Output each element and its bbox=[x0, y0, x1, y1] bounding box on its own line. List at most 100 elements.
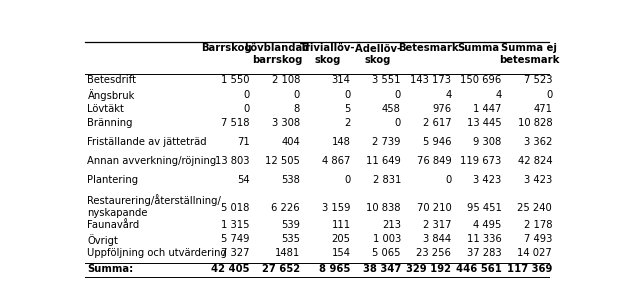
Text: Barrskog: Barrskog bbox=[201, 43, 252, 54]
Text: 25 240: 25 240 bbox=[517, 203, 552, 213]
Text: 4 495: 4 495 bbox=[473, 220, 502, 230]
Text: 0: 0 bbox=[243, 104, 250, 114]
Text: 0: 0 bbox=[243, 90, 250, 100]
Text: 70 210: 70 210 bbox=[417, 203, 451, 213]
Text: 4 867: 4 867 bbox=[322, 156, 350, 166]
Text: 2 178: 2 178 bbox=[524, 220, 552, 230]
Text: 0: 0 bbox=[345, 90, 350, 100]
Text: 150 696: 150 696 bbox=[460, 75, 502, 86]
Text: 446 561: 446 561 bbox=[456, 264, 502, 274]
Text: Betesdrift: Betesdrift bbox=[88, 75, 137, 86]
Text: 42 824: 42 824 bbox=[518, 156, 552, 166]
Text: 143 173: 143 173 bbox=[410, 75, 451, 86]
Text: 539: 539 bbox=[281, 220, 300, 230]
Text: 0: 0 bbox=[395, 90, 401, 100]
Text: 38 347: 38 347 bbox=[363, 264, 401, 274]
Text: 3 159: 3 159 bbox=[322, 203, 350, 213]
Text: 3 362: 3 362 bbox=[524, 137, 552, 147]
Text: 329 192: 329 192 bbox=[406, 264, 451, 274]
Text: 3 423: 3 423 bbox=[524, 175, 552, 185]
Text: 7 327: 7 327 bbox=[221, 248, 250, 258]
Text: 3 844: 3 844 bbox=[423, 234, 451, 244]
Text: 538: 538 bbox=[281, 175, 300, 185]
Text: Summa ej
betesmark: Summa ej betesmark bbox=[498, 43, 559, 65]
Text: 11 336: 11 336 bbox=[467, 234, 502, 244]
Text: 42 405: 42 405 bbox=[211, 264, 250, 274]
Text: 27 652: 27 652 bbox=[262, 264, 300, 274]
Text: 1 550: 1 550 bbox=[221, 75, 250, 86]
Text: 148: 148 bbox=[332, 137, 350, 147]
Text: 1 447: 1 447 bbox=[473, 104, 502, 114]
Text: 119 673: 119 673 bbox=[460, 156, 502, 166]
Text: 11 649: 11 649 bbox=[366, 156, 401, 166]
Text: 2 739: 2 739 bbox=[372, 137, 401, 147]
Text: 111: 111 bbox=[332, 220, 350, 230]
Text: 13 445: 13 445 bbox=[467, 118, 502, 128]
Text: 471: 471 bbox=[533, 104, 552, 114]
Text: 0: 0 bbox=[395, 118, 401, 128]
Text: 54: 54 bbox=[237, 175, 250, 185]
Text: 5: 5 bbox=[344, 104, 350, 114]
Text: 95 451: 95 451 bbox=[467, 203, 502, 213]
Text: Lövblandad
barrskog: Lövblandad barrskog bbox=[244, 43, 310, 65]
Text: Övrigt: Övrigt bbox=[88, 234, 118, 246]
Text: 9 308: 9 308 bbox=[473, 137, 502, 147]
Text: 1 003: 1 003 bbox=[373, 234, 401, 244]
Text: 0: 0 bbox=[294, 90, 300, 100]
Text: 314: 314 bbox=[332, 75, 350, 86]
Text: 37 283: 37 283 bbox=[467, 248, 502, 258]
Text: Summa:: Summa: bbox=[88, 264, 134, 274]
Text: 2 617: 2 617 bbox=[422, 118, 451, 128]
Text: 4: 4 bbox=[445, 90, 451, 100]
Text: 458: 458 bbox=[382, 104, 401, 114]
Text: 7 518: 7 518 bbox=[221, 118, 250, 128]
Text: 205: 205 bbox=[332, 234, 350, 244]
Text: 23 256: 23 256 bbox=[417, 248, 451, 258]
Text: 12 505: 12 505 bbox=[265, 156, 300, 166]
Text: 71: 71 bbox=[237, 137, 250, 147]
Text: 3 423: 3 423 bbox=[473, 175, 502, 185]
Text: Bränning: Bränning bbox=[88, 118, 133, 128]
Text: 5 946: 5 946 bbox=[423, 137, 451, 147]
Text: 5 065: 5 065 bbox=[372, 248, 401, 258]
Text: Annan avverkning/röjning: Annan avverkning/röjning bbox=[88, 156, 217, 166]
Text: 1 315: 1 315 bbox=[221, 220, 250, 230]
Text: 0: 0 bbox=[345, 175, 350, 185]
Text: Uppföljning och utvärdering: Uppföljning och utvärdering bbox=[88, 248, 227, 258]
Text: 117 369: 117 369 bbox=[507, 264, 552, 274]
Text: 1481: 1481 bbox=[275, 248, 300, 258]
Text: 10 828: 10 828 bbox=[518, 118, 552, 128]
Text: 5 749: 5 749 bbox=[221, 234, 250, 244]
Text: 535: 535 bbox=[281, 234, 300, 244]
Text: 76 849: 76 849 bbox=[417, 156, 451, 166]
Text: 976: 976 bbox=[432, 104, 451, 114]
Text: 404: 404 bbox=[281, 137, 300, 147]
Text: 213: 213 bbox=[382, 220, 401, 230]
Text: Plantering: Plantering bbox=[88, 175, 138, 185]
Text: Ängsbruk: Ängsbruk bbox=[88, 90, 135, 102]
Text: 0: 0 bbox=[445, 175, 451, 185]
Text: Summa: Summa bbox=[457, 43, 500, 54]
Text: 6 226: 6 226 bbox=[272, 203, 300, 213]
Text: Triviallöv-
skog: Triviallöv- skog bbox=[299, 43, 355, 65]
Text: 2 108: 2 108 bbox=[272, 75, 300, 86]
Text: 0: 0 bbox=[546, 90, 552, 100]
Text: Ädellöv-
skog: Ädellöv- skog bbox=[355, 43, 401, 65]
Text: Lövtäkt: Lövtäkt bbox=[88, 104, 124, 114]
Text: 154: 154 bbox=[332, 248, 350, 258]
Text: 5 018: 5 018 bbox=[222, 203, 250, 213]
Text: 2: 2 bbox=[344, 118, 350, 128]
Text: Betesmark: Betesmark bbox=[398, 43, 459, 54]
Text: 7 523: 7 523 bbox=[524, 75, 552, 86]
Text: 2 317: 2 317 bbox=[423, 220, 451, 230]
Text: Friställande av jätteträd: Friställande av jätteträd bbox=[88, 137, 207, 147]
Text: 8: 8 bbox=[294, 104, 300, 114]
Text: 7 493: 7 493 bbox=[524, 234, 552, 244]
Text: 10 838: 10 838 bbox=[366, 203, 401, 213]
Text: Faunavård: Faunavård bbox=[88, 220, 140, 230]
Text: 3 551: 3 551 bbox=[372, 75, 401, 86]
Text: 8 965: 8 965 bbox=[319, 264, 350, 274]
Text: 3 308: 3 308 bbox=[272, 118, 300, 128]
Text: 13 803: 13 803 bbox=[215, 156, 250, 166]
Text: Restaurering/återställning/
nyskapande: Restaurering/återställning/ nyskapande bbox=[88, 194, 222, 217]
